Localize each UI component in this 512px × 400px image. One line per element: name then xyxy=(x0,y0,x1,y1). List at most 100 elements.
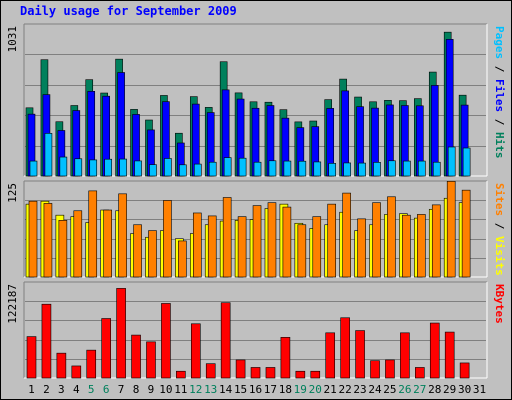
sites-bar xyxy=(431,204,441,278)
x-tick-label: 23 xyxy=(353,383,366,396)
kbytes-bar xyxy=(370,360,380,379)
pages-bar xyxy=(343,162,351,177)
sites-bar xyxy=(357,218,366,278)
sites-bar xyxy=(148,230,157,278)
sites-bar xyxy=(342,192,351,278)
x-tick-label: 1 xyxy=(28,383,35,396)
sites-bar xyxy=(207,215,217,278)
x-tick-label: 18 xyxy=(279,383,292,396)
x-tick-label: 14 xyxy=(219,383,233,396)
x-tick-label: 6 xyxy=(103,383,110,396)
sites-bar xyxy=(252,205,262,278)
x-tick-label: 28 xyxy=(428,383,441,396)
kbytes-bar xyxy=(41,303,52,379)
kbytes-bar xyxy=(26,336,37,379)
visits-legend-label-part: Sites xyxy=(493,183,506,216)
x-tick-label: 20 xyxy=(309,383,322,396)
kbytes-bar xyxy=(146,341,156,379)
visits-legend-label: Sites / Visits xyxy=(493,183,506,276)
sites-bar xyxy=(267,202,277,278)
pages-bar xyxy=(238,157,247,177)
sites-bar xyxy=(73,210,83,278)
x-tick-label: 4 xyxy=(73,383,80,396)
sites-bar xyxy=(237,216,247,278)
kbytes-bar xyxy=(265,367,276,379)
pages-bar xyxy=(223,157,232,177)
kbytes-bar xyxy=(220,302,231,379)
x-tick-label: 13 xyxy=(204,383,217,396)
kbytes-bar xyxy=(459,362,470,379)
kbytes-bar xyxy=(116,288,126,379)
pages-bar xyxy=(104,158,112,177)
x-tick-label: 19 xyxy=(294,383,307,396)
pages-bar xyxy=(373,162,381,177)
kbytes-bar xyxy=(71,365,82,379)
pages-bar xyxy=(313,161,322,177)
kbytes-bar xyxy=(190,323,201,379)
kbytes-bar xyxy=(400,332,410,379)
x-tick-label: 2 xyxy=(43,383,50,396)
hits-legend-label-part: Pages xyxy=(493,26,506,59)
sites-bar xyxy=(133,224,142,278)
kbytes-bar xyxy=(429,322,440,379)
x-tick-label: 7 xyxy=(118,383,125,396)
x-tick-label: 24 xyxy=(368,383,382,396)
kbytes-bar xyxy=(280,337,291,379)
sites-bar xyxy=(312,216,322,278)
visits-legend-label-part: Visits xyxy=(493,236,506,276)
x-tick-label: 22 xyxy=(338,383,351,396)
sites-bar xyxy=(387,196,396,278)
sites-bar xyxy=(43,203,53,278)
hits-legend-label-part: / xyxy=(493,59,506,79)
sites-bar xyxy=(282,206,292,278)
x-tick-label: 5 xyxy=(88,383,95,396)
pages-bar xyxy=(253,161,262,177)
sites-bar xyxy=(88,190,98,278)
x-tick-label: 25 xyxy=(383,383,396,396)
kbytes-bar xyxy=(176,370,186,379)
pages-bar xyxy=(208,161,217,177)
sites-bar xyxy=(192,212,202,278)
sites-bar xyxy=(372,202,381,278)
kbytes-legend-label-part: KBytes xyxy=(493,284,506,324)
pages-bar xyxy=(29,160,38,177)
kbytes-bar xyxy=(415,367,425,379)
pages-bar xyxy=(432,161,441,177)
x-tick-label: 12 xyxy=(189,383,202,396)
sites-bar xyxy=(163,200,172,278)
kbytes-bar xyxy=(235,359,246,379)
x-tick-label: 31 xyxy=(473,383,486,396)
kbytes-bar xyxy=(444,331,455,379)
x-tick-label: 9 xyxy=(148,383,155,396)
x-tick-label: 17 xyxy=(264,383,277,396)
sites-bar xyxy=(222,197,232,278)
kbytes-bar xyxy=(131,334,141,379)
kbytes-bar xyxy=(101,318,111,379)
pages-bar xyxy=(44,133,53,177)
pages-bar xyxy=(89,159,98,177)
visits-ymax-label: 125 xyxy=(6,183,19,203)
sites-bar xyxy=(446,181,456,278)
pages-bar xyxy=(74,158,83,177)
kbytes-bar xyxy=(310,370,321,379)
pages-bar xyxy=(119,158,127,177)
pages-bar xyxy=(283,160,292,177)
pages-bar xyxy=(418,160,426,177)
kbytes-ymax-label: 122187 xyxy=(6,284,19,324)
x-tick-label: 3 xyxy=(58,383,65,396)
pages-bar xyxy=(298,160,307,177)
sites-bar xyxy=(118,193,127,278)
x-tick-label: 10 xyxy=(159,383,172,396)
sites-bar xyxy=(461,189,471,278)
visits-legend-label-part: / xyxy=(493,216,506,236)
x-tick-label: 15 xyxy=(234,383,247,396)
hits-legend-label-part: Hits xyxy=(493,132,506,159)
kbytes-bar xyxy=(161,303,171,379)
pages-bar xyxy=(193,163,202,177)
chart-title: Daily usage for September 2009 xyxy=(20,4,237,18)
x-tick-label: 16 xyxy=(249,383,262,396)
x-tick-label: 8 xyxy=(133,383,140,396)
x-tick-label: 27 xyxy=(413,383,426,396)
kbytes-panel xyxy=(24,282,487,378)
